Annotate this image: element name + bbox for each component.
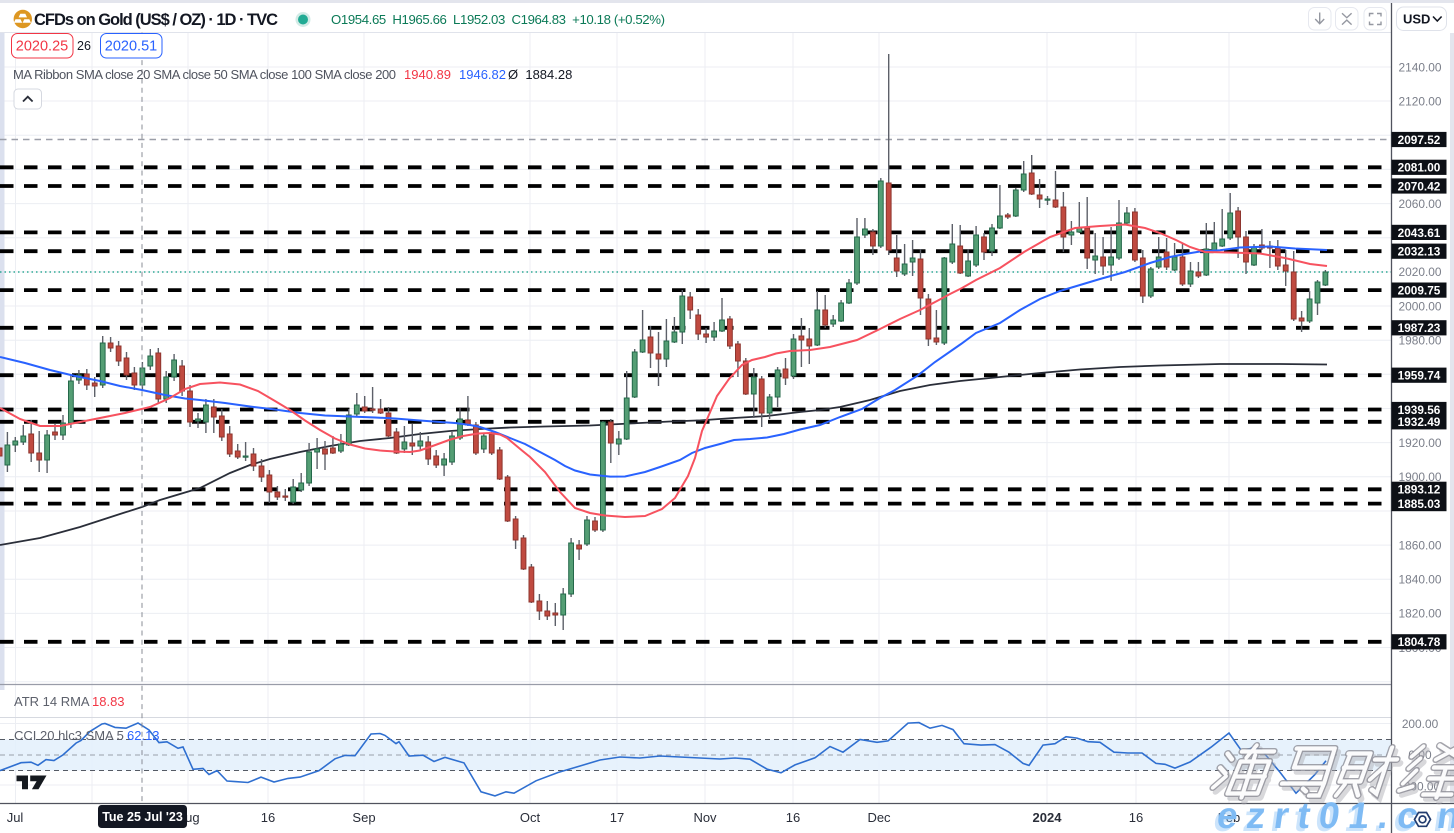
svg-text:ATR 14 RMA: ATR 14 RMA <box>14 694 90 709</box>
svg-text:16: 16 <box>786 810 800 825</box>
svg-text:2020.51: 2020.51 <box>105 39 157 55</box>
svg-text:n: n <box>1435 794 1454 833</box>
svg-text:Sep: Sep <box>352 810 375 825</box>
svg-text:2020.25: 2020.25 <box>16 39 68 55</box>
svg-text:Jul: Jul <box>7 810 24 825</box>
svg-text:1840.00: 1840.00 <box>1399 573 1442 587</box>
svg-text:1804.78: 1804.78 <box>1398 635 1441 649</box>
svg-text:2032.13: 2032.13 <box>1398 245 1441 259</box>
svg-text:MA Ribbon SMA close 20 SMA clo: MA Ribbon SMA close 20 SMA close 50 SMA … <box>13 67 396 82</box>
svg-text:18.83: 18.83 <box>92 694 125 709</box>
svg-text:1860.00: 1860.00 <box>1399 538 1442 552</box>
svg-text:26: 26 <box>77 39 91 53</box>
svg-text:ezrt01.c: ezrt01.c <box>1211 797 1427 833</box>
svg-text:2024: 2024 <box>1033 810 1063 825</box>
svg-text:2097.52: 2097.52 <box>1398 133 1441 147</box>
svg-text:1932.49: 1932.49 <box>1398 415 1441 429</box>
svg-text:Oct: Oct <box>520 810 541 825</box>
svg-text:2009.75: 2009.75 <box>1398 284 1441 298</box>
svg-text:1987.23: 1987.23 <box>1398 321 1441 335</box>
svg-text:ezrt01.c: ezrt01.c <box>1215 794 1431 833</box>
svg-text:1900.00: 1900.00 <box>1399 470 1442 484</box>
svg-text:Feb: Feb <box>1218 810 1240 825</box>
svg-text:O1954.65 H1965.66 L1952.03: O1954.65 H1965.66 L1952.03 C1964.83 +10.… <box>331 12 665 27</box>
svg-text:1939.56: 1939.56 <box>1398 403 1441 417</box>
svg-text:1820.00: 1820.00 <box>1399 607 1442 621</box>
svg-text:1946.82: 1946.82 <box>459 67 506 82</box>
svg-text:Nov: Nov <box>693 810 717 825</box>
svg-text:USD: USD <box>1403 12 1430 27</box>
svg-text:1980.00: 1980.00 <box>1399 334 1442 348</box>
svg-text:2000.00: 2000.00 <box>1399 299 1442 313</box>
svg-text:1940.89: 1940.89 <box>404 67 451 82</box>
svg-text:16: 16 <box>1129 810 1143 825</box>
svg-text:200.00: 200.00 <box>1402 717 1439 731</box>
svg-text:2140.00: 2140.00 <box>1399 60 1442 74</box>
svg-text:62.13: 62.13 <box>127 728 160 743</box>
svg-text:CCI 20 hlc3 SMA 5: CCI 20 hlc3 SMA 5 <box>14 728 124 743</box>
svg-text:2043.61: 2043.61 <box>1398 226 1441 240</box>
svg-text:2081.00: 2081.00 <box>1398 161 1441 175</box>
svg-text:CFDs on Gold (US$ / OZ) · 1D ·: CFDs on Gold (US$ / OZ) · 1D · TVC <box>34 11 278 29</box>
svg-text:1893.12: 1893.12 <box>1398 483 1441 497</box>
svg-text:Ø 1884.28: Ø 1884.28 <box>508 67 572 82</box>
svg-text:1920.00: 1920.00 <box>1399 436 1442 450</box>
svg-text:2070.42: 2070.42 <box>1398 179 1441 193</box>
svg-text:17: 17 <box>610 810 624 825</box>
svg-text:2120.00: 2120.00 <box>1399 94 1442 108</box>
svg-text:1885.03: 1885.03 <box>1398 497 1441 511</box>
svg-text:2020.00: 2020.00 <box>1399 265 1442 279</box>
svg-text:n: n <box>1431 797 1454 833</box>
svg-text:2060.00: 2060.00 <box>1399 197 1442 211</box>
svg-text:Dec: Dec <box>867 810 891 825</box>
svg-text:16: 16 <box>261 810 275 825</box>
svg-text:1959.74: 1959.74 <box>1398 369 1441 383</box>
svg-text:Tue 25 Jul '23: Tue 25 Jul '23 <box>102 810 183 824</box>
